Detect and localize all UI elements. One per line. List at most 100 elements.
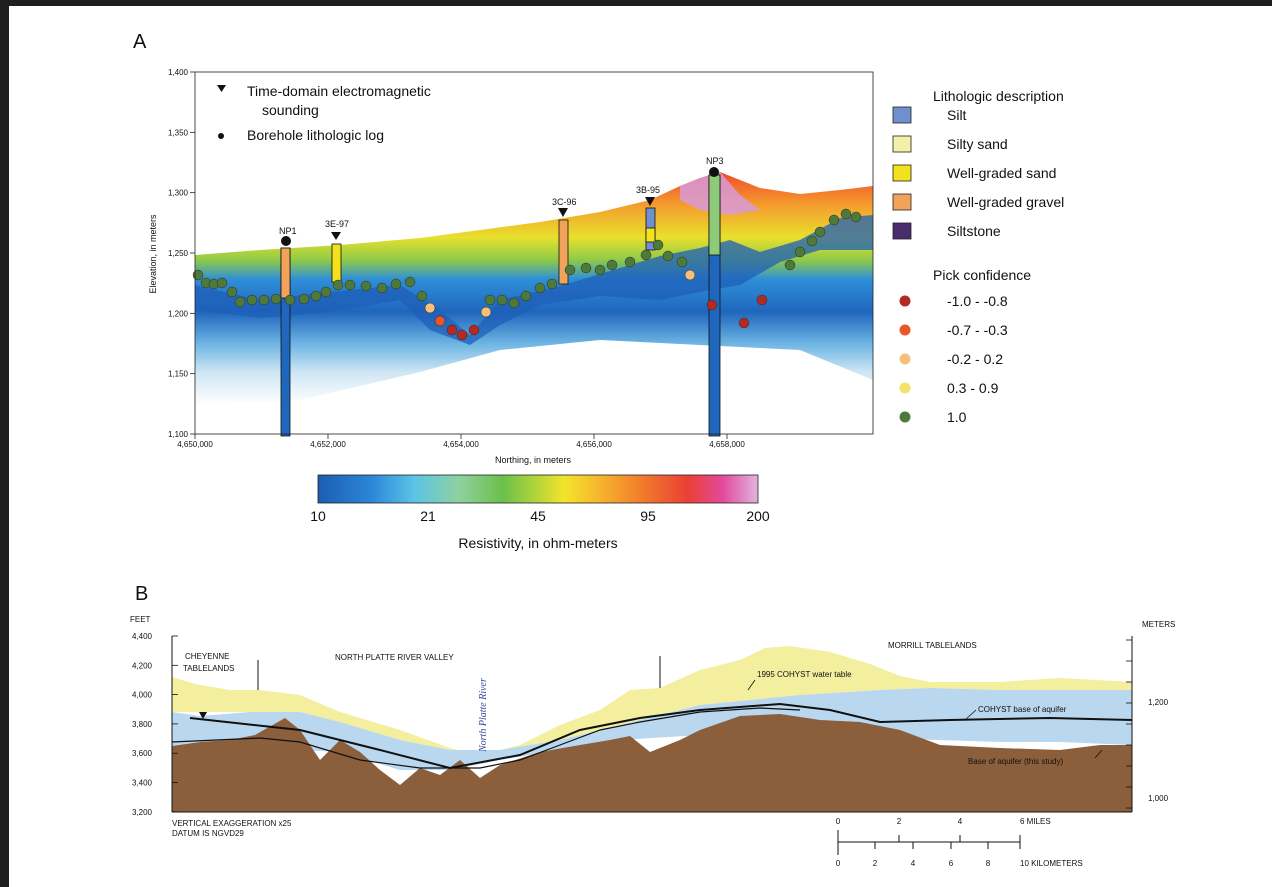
3e97-triangle-icon [331,232,341,240]
left-unit: FEET [130,615,151,624]
pick-point [662,250,674,262]
right-axis-ticks: 1,200 1,000 [1126,639,1169,809]
water-table-leader [747,679,756,691]
pick-point [652,239,664,251]
lithology-label: Well-graded sand [947,165,1056,181]
pick-point [580,262,592,274]
pick-point [234,296,246,308]
lithology-swatch [892,222,912,240]
legend-borehole-label: Borehole lithologic log [247,127,384,143]
water-table-label: 1995 COHYST water table [757,670,852,679]
resistivity-fill [195,172,873,405]
pick-point [508,297,520,309]
pick-label: -0.7 - -0.3 [947,322,1008,338]
resistivity-section [195,172,873,405]
scale-mile-label: 4 [958,817,963,826]
cohyst-base-line [189,702,1133,770]
colorbar-tick-label: 21 [420,508,436,524]
cohyst-base-leader [964,709,977,721]
left-tick-label: 3,800 [132,720,153,729]
y-axis: 1,400 1,350 1,300 1,250 1,200 1,150 1,100 [168,68,195,439]
x-tick-label: 4,654,000 [443,440,479,449]
pick-point [784,259,796,271]
pick-point [404,276,416,288]
lithology-label: Silt [947,107,967,123]
pick-point [640,249,652,261]
pick-point [216,277,228,289]
pick-point [546,278,558,290]
pick-point [806,235,818,247]
left-tick-label: 3,400 [132,779,153,788]
pick-point [446,324,458,336]
pick-point [320,286,332,298]
river-label: North Platte River [478,678,489,753]
scale-mile-label: 6 MILES [1020,817,1051,826]
pick-point [390,278,402,290]
base-leader [1094,749,1103,759]
3c96-column [558,219,569,285]
3b95-sand [645,227,656,243]
pick-swatch [899,382,911,394]
pick-point [484,294,496,306]
pick-swatch [899,353,911,365]
pick-point [564,264,576,276]
dot-icon [218,133,224,139]
well-label-3c96: 3C-96 [552,197,577,207]
lithology-label: Siltstone [947,223,1001,239]
pick-point [684,269,696,281]
pick-point [456,329,468,341]
scale-km-label: 8 [986,859,991,868]
np3-upper [708,174,721,256]
pick-point [468,324,480,336]
pick-point [270,293,282,305]
3c96-triangle-icon [558,208,568,217]
pick-point [416,290,428,302]
lithology-swatch [892,106,912,124]
pick-point [850,211,862,223]
scale-km: 0 2 4 6 8 10 KILOMETERS [836,859,1083,868]
right-tick-label: 1,000 [1148,794,1169,803]
lithology-swatch [892,193,912,211]
scale-bar [837,830,1021,855]
pick-label: -1.0 - -0.8 [947,293,1008,309]
pick-point [756,294,768,306]
water-level-icon [199,712,207,719]
aquifer-layer [172,688,1132,770]
pick-point [360,280,372,292]
np3-dot-icon [709,167,719,177]
well-label-3b95: 3B-95 [636,185,660,195]
np1-dot-icon [281,236,291,246]
pick-label: 0.3 - 0.9 [947,380,999,396]
scale-km-label: 4 [911,859,916,868]
well-label-np1: NP1 [279,226,297,236]
scale-km-label: 10 KILOMETERS [1020,859,1083,868]
np1-gravel [280,247,291,299]
y-tick-label: 1,200 [168,309,189,318]
left-tick-label: 4,400 [132,632,153,641]
resistivity-colorbar [317,474,759,504]
lithology-label: Well-graded gravel [947,194,1064,210]
pick-point [828,214,840,226]
pick-point [258,294,270,306]
colorbar-tick-label: 10 [310,508,326,524]
lithology-swatch [892,164,912,182]
y-tick-label: 1,100 [168,430,189,439]
scale-km-label: 0 [836,859,841,868]
legend-tem-label: Time-domain electromagnetic [247,83,431,99]
scale-mile-label: 0 [836,817,841,826]
pick-point [344,279,356,291]
x-tick-label: 4,652,000 [310,440,346,449]
bedrock-layer [172,714,1132,812]
colorbar-tick-label: 45 [530,508,546,524]
y-tick-label: 1,250 [168,249,189,258]
lithology-swatch [892,135,912,153]
left-tick-label: 3,600 [132,749,153,758]
pick-point [284,294,296,306]
datum: DATUM IS NGVD29 [172,829,244,838]
pick-point [676,256,688,268]
pick-point [298,293,310,305]
right-tick-label: 1,200 [1148,698,1169,707]
pick-point [624,256,636,268]
pick-point [192,269,204,281]
